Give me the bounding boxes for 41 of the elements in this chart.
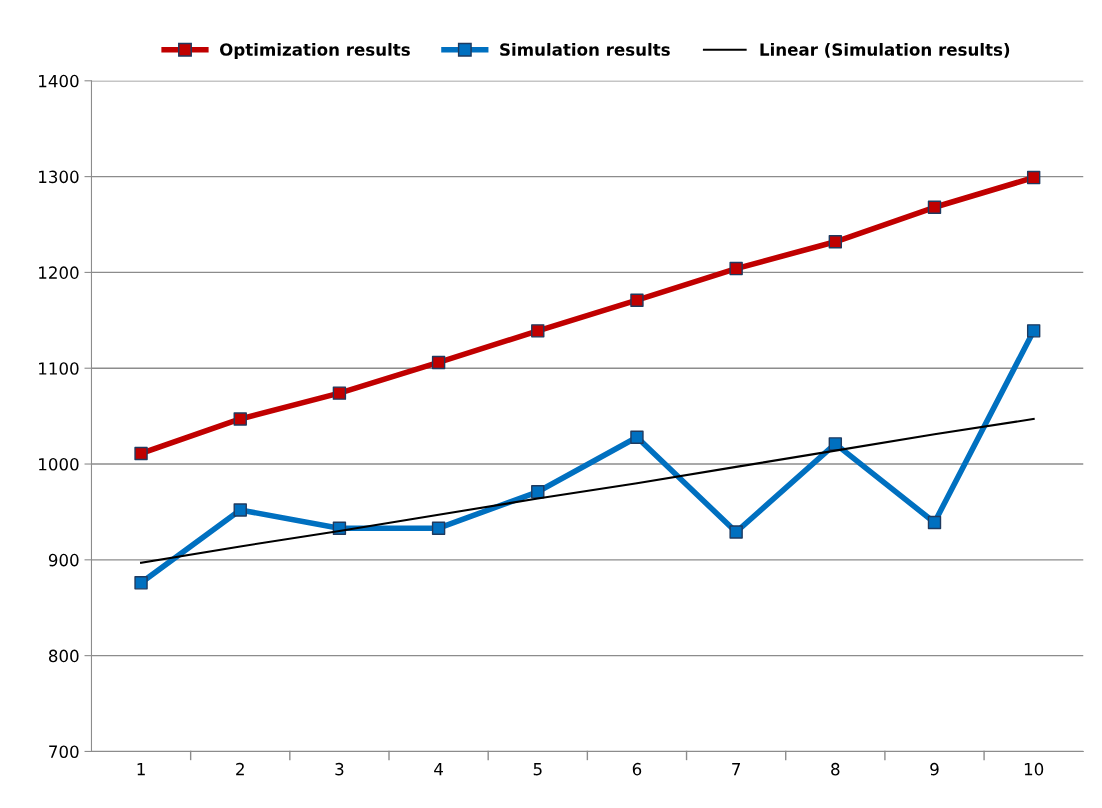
point: [134, 576, 148, 590]
y-tick-label: 800: [48, 649, 79, 663]
point: [729, 261, 743, 276]
x-tick-label: 7: [732, 763, 741, 776]
x-tick-label: 1: [137, 763, 145, 776]
y-tick-label: 1000: [39, 457, 79, 471]
point: [828, 235, 843, 249]
point: [233, 503, 247, 517]
point: [729, 525, 743, 539]
y-tick-label: 1400: [39, 74, 79, 88]
point: [927, 200, 942, 214]
legend-label: Optimization results: [219, 42, 410, 60]
point: [531, 485, 545, 499]
x-tick-label: 4: [434, 763, 443, 776]
point: [431, 521, 446, 535]
point: [233, 412, 247, 426]
line-series: [140, 417, 1035, 564]
point: [630, 293, 644, 307]
y-tick-label: 1300: [39, 170, 79, 184]
point: [332, 386, 347, 400]
point: [630, 430, 644, 444]
point: [1026, 324, 1041, 338]
point: [828, 437, 843, 451]
point: [531, 324, 545, 338]
x-tick-label: 9: [930, 762, 939, 776]
x-tick-label: 5: [533, 763, 542, 776]
x-tick-label: 6: [632, 762, 642, 776]
x-tick-label: 3: [335, 762, 344, 776]
point: [927, 515, 942, 530]
x-tick-label: 2: [236, 762, 244, 776]
x-tick-label: 8: [831, 762, 840, 776]
x-tick-label: 10: [1024, 762, 1044, 776]
point: [1026, 170, 1041, 185]
point: [134, 446, 148, 461]
legend-label: Linear (Simulation results): [760, 42, 1010, 58]
point: [431, 355, 446, 370]
legend-label: Simulation results: [500, 42, 670, 56]
y-tick-label: 1200: [39, 266, 79, 279]
y-tick-label: 700: [49, 745, 79, 759]
y-tick-label: 1100: [39, 362, 79, 375]
y-tick-label: 900: [48, 553, 79, 567]
